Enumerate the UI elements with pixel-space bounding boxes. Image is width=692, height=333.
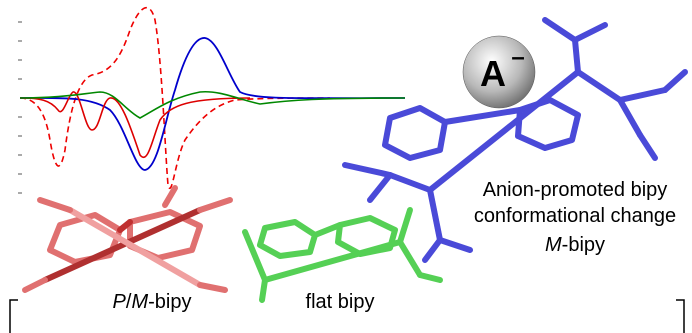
italic-letter: M <box>131 291 148 313</box>
label-rest: -bipy <box>562 234 605 256</box>
caption-line: Anion-promoted bipy <box>483 179 668 201</box>
bracket-left <box>10 300 18 333</box>
curve-blue <box>20 38 405 170</box>
label-pm-bipy: P/M-bipy <box>113 291 192 313</box>
italic-letter: M <box>545 234 562 256</box>
anion-charge: – <box>511 44 524 71</box>
label-flat-bipy: flat bipy <box>306 291 375 313</box>
anion: A – <box>463 36 535 108</box>
figure: A – <box>0 0 692 333</box>
caption-line: conformational change <box>474 205 676 227</box>
molecule-pm-bipy <box>25 188 230 290</box>
molecule-flat-bipy <box>245 210 440 300</box>
curve-red <box>20 92 250 157</box>
bracket-right <box>676 300 684 333</box>
italic-letter: P <box>113 291 127 313</box>
caption-line: M-bipy <box>545 234 605 256</box>
anion-symbol: A <box>480 53 506 94</box>
label-rest: -bipy <box>148 291 191 313</box>
